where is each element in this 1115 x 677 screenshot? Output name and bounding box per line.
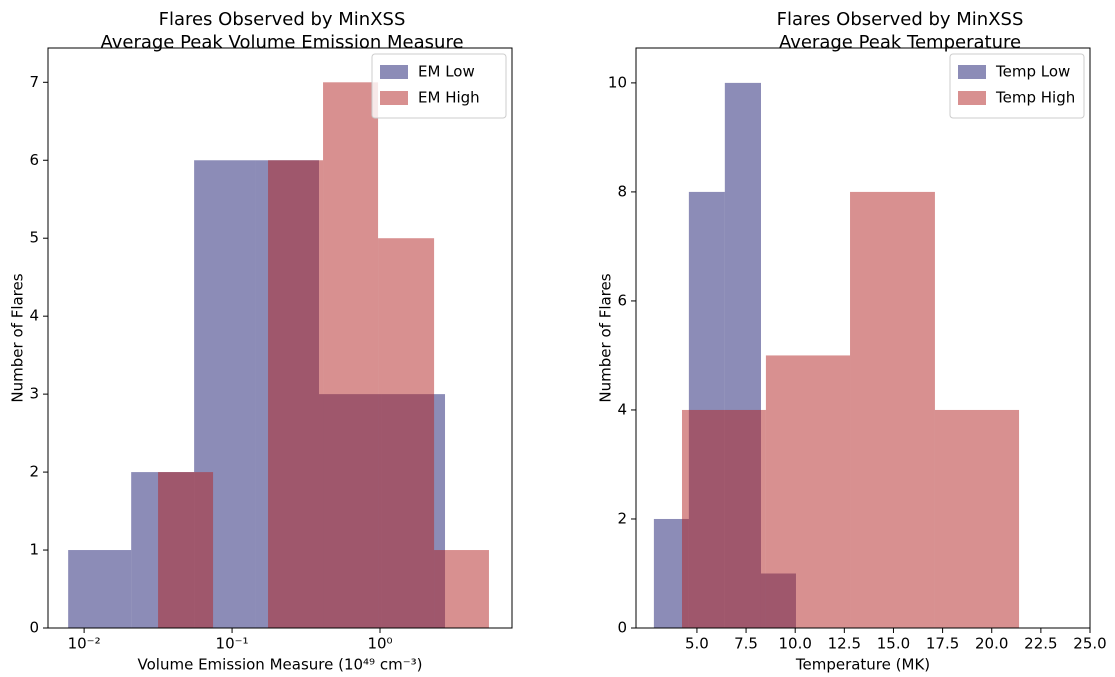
y-tick-label: 1 [29, 541, 39, 559]
chart-subtitle: Average Peak Temperature [779, 32, 1021, 53]
histogram-bar [268, 160, 324, 629]
y-tick-label: 6 [617, 291, 627, 309]
x-tick-label: 7.5 [734, 635, 758, 653]
y-tick-label: 8 [617, 182, 627, 200]
histogram-bar [323, 82, 379, 628]
y-tick-label: 5 [29, 229, 39, 247]
legend-label: EM High [418, 89, 480, 107]
y-tick-label: 7 [29, 73, 39, 91]
x-tick-label: 12.5 [828, 635, 861, 653]
y-tick-label: 4 [29, 307, 39, 325]
chart-subtitle: Average Peak Volume Emission Measure [100, 32, 463, 53]
x-tick-label: 17.5 [926, 635, 959, 653]
legend-label: Temp High [995, 89, 1075, 107]
x-tick-label: 22.5 [1024, 635, 1057, 653]
y-tick-label: 10 [608, 73, 627, 91]
plot-frame [635, 47, 1091, 629]
x-tick-label: 5.0 [685, 635, 709, 653]
plot-frame [47, 47, 513, 629]
y-axis-label: Number of Flares [9, 273, 27, 402]
legend-swatch [380, 91, 408, 105]
x-tick-label: 15.0 [877, 635, 910, 653]
legend: Temp Low Temp High [949, 53, 1085, 119]
y-tick-label: 2 [617, 509, 627, 527]
histogram-bar [681, 409, 766, 628]
histogram-bar [850, 191, 935, 628]
histogram-bar [765, 355, 851, 628]
histogram-bar [434, 550, 489, 628]
x-tick-label: 10.0 [778, 635, 811, 653]
x-tick-label: 10⁻¹ [216, 635, 249, 653]
x-axis-label: Temperature (MK) [795, 656, 930, 674]
histogram-bar [158, 472, 214, 628]
x-tick-label: 10⁻² [68, 635, 101, 653]
legend-label: EM Low [418, 63, 475, 81]
x-tick-label: 25.0 [1073, 635, 1106, 653]
y-tick-label: 6 [29, 151, 39, 169]
x-tick-label: 10⁰ [367, 635, 392, 653]
histogram-bar [68, 550, 132, 628]
y-axis-label: Number of Flares [597, 273, 615, 402]
y-tick-label: 0 [617, 619, 627, 637]
legend: EM Low EM High [371, 53, 507, 119]
x-axis-label: Volume Emission Measure (10⁴⁹ cm⁻³) [138, 656, 423, 674]
histogram-bar [934, 409, 1020, 628]
legend-label: Temp Low [995, 63, 1070, 81]
x-tick-label: 20.0 [975, 635, 1008, 653]
y-tick-label: 0 [29, 619, 39, 637]
y-tick-label: 4 [617, 400, 627, 418]
y-tick-label: 3 [29, 385, 39, 403]
legend-swatch [380, 65, 408, 79]
legend-swatch [958, 91, 986, 105]
histogram-bar [378, 238, 435, 628]
chart-title: Flares Observed by MinXSS [159, 9, 406, 30]
chart-title: Flares Observed by MinXSS [777, 9, 1024, 30]
y-tick-label: 2 [29, 463, 39, 481]
legend-swatch [958, 65, 986, 79]
